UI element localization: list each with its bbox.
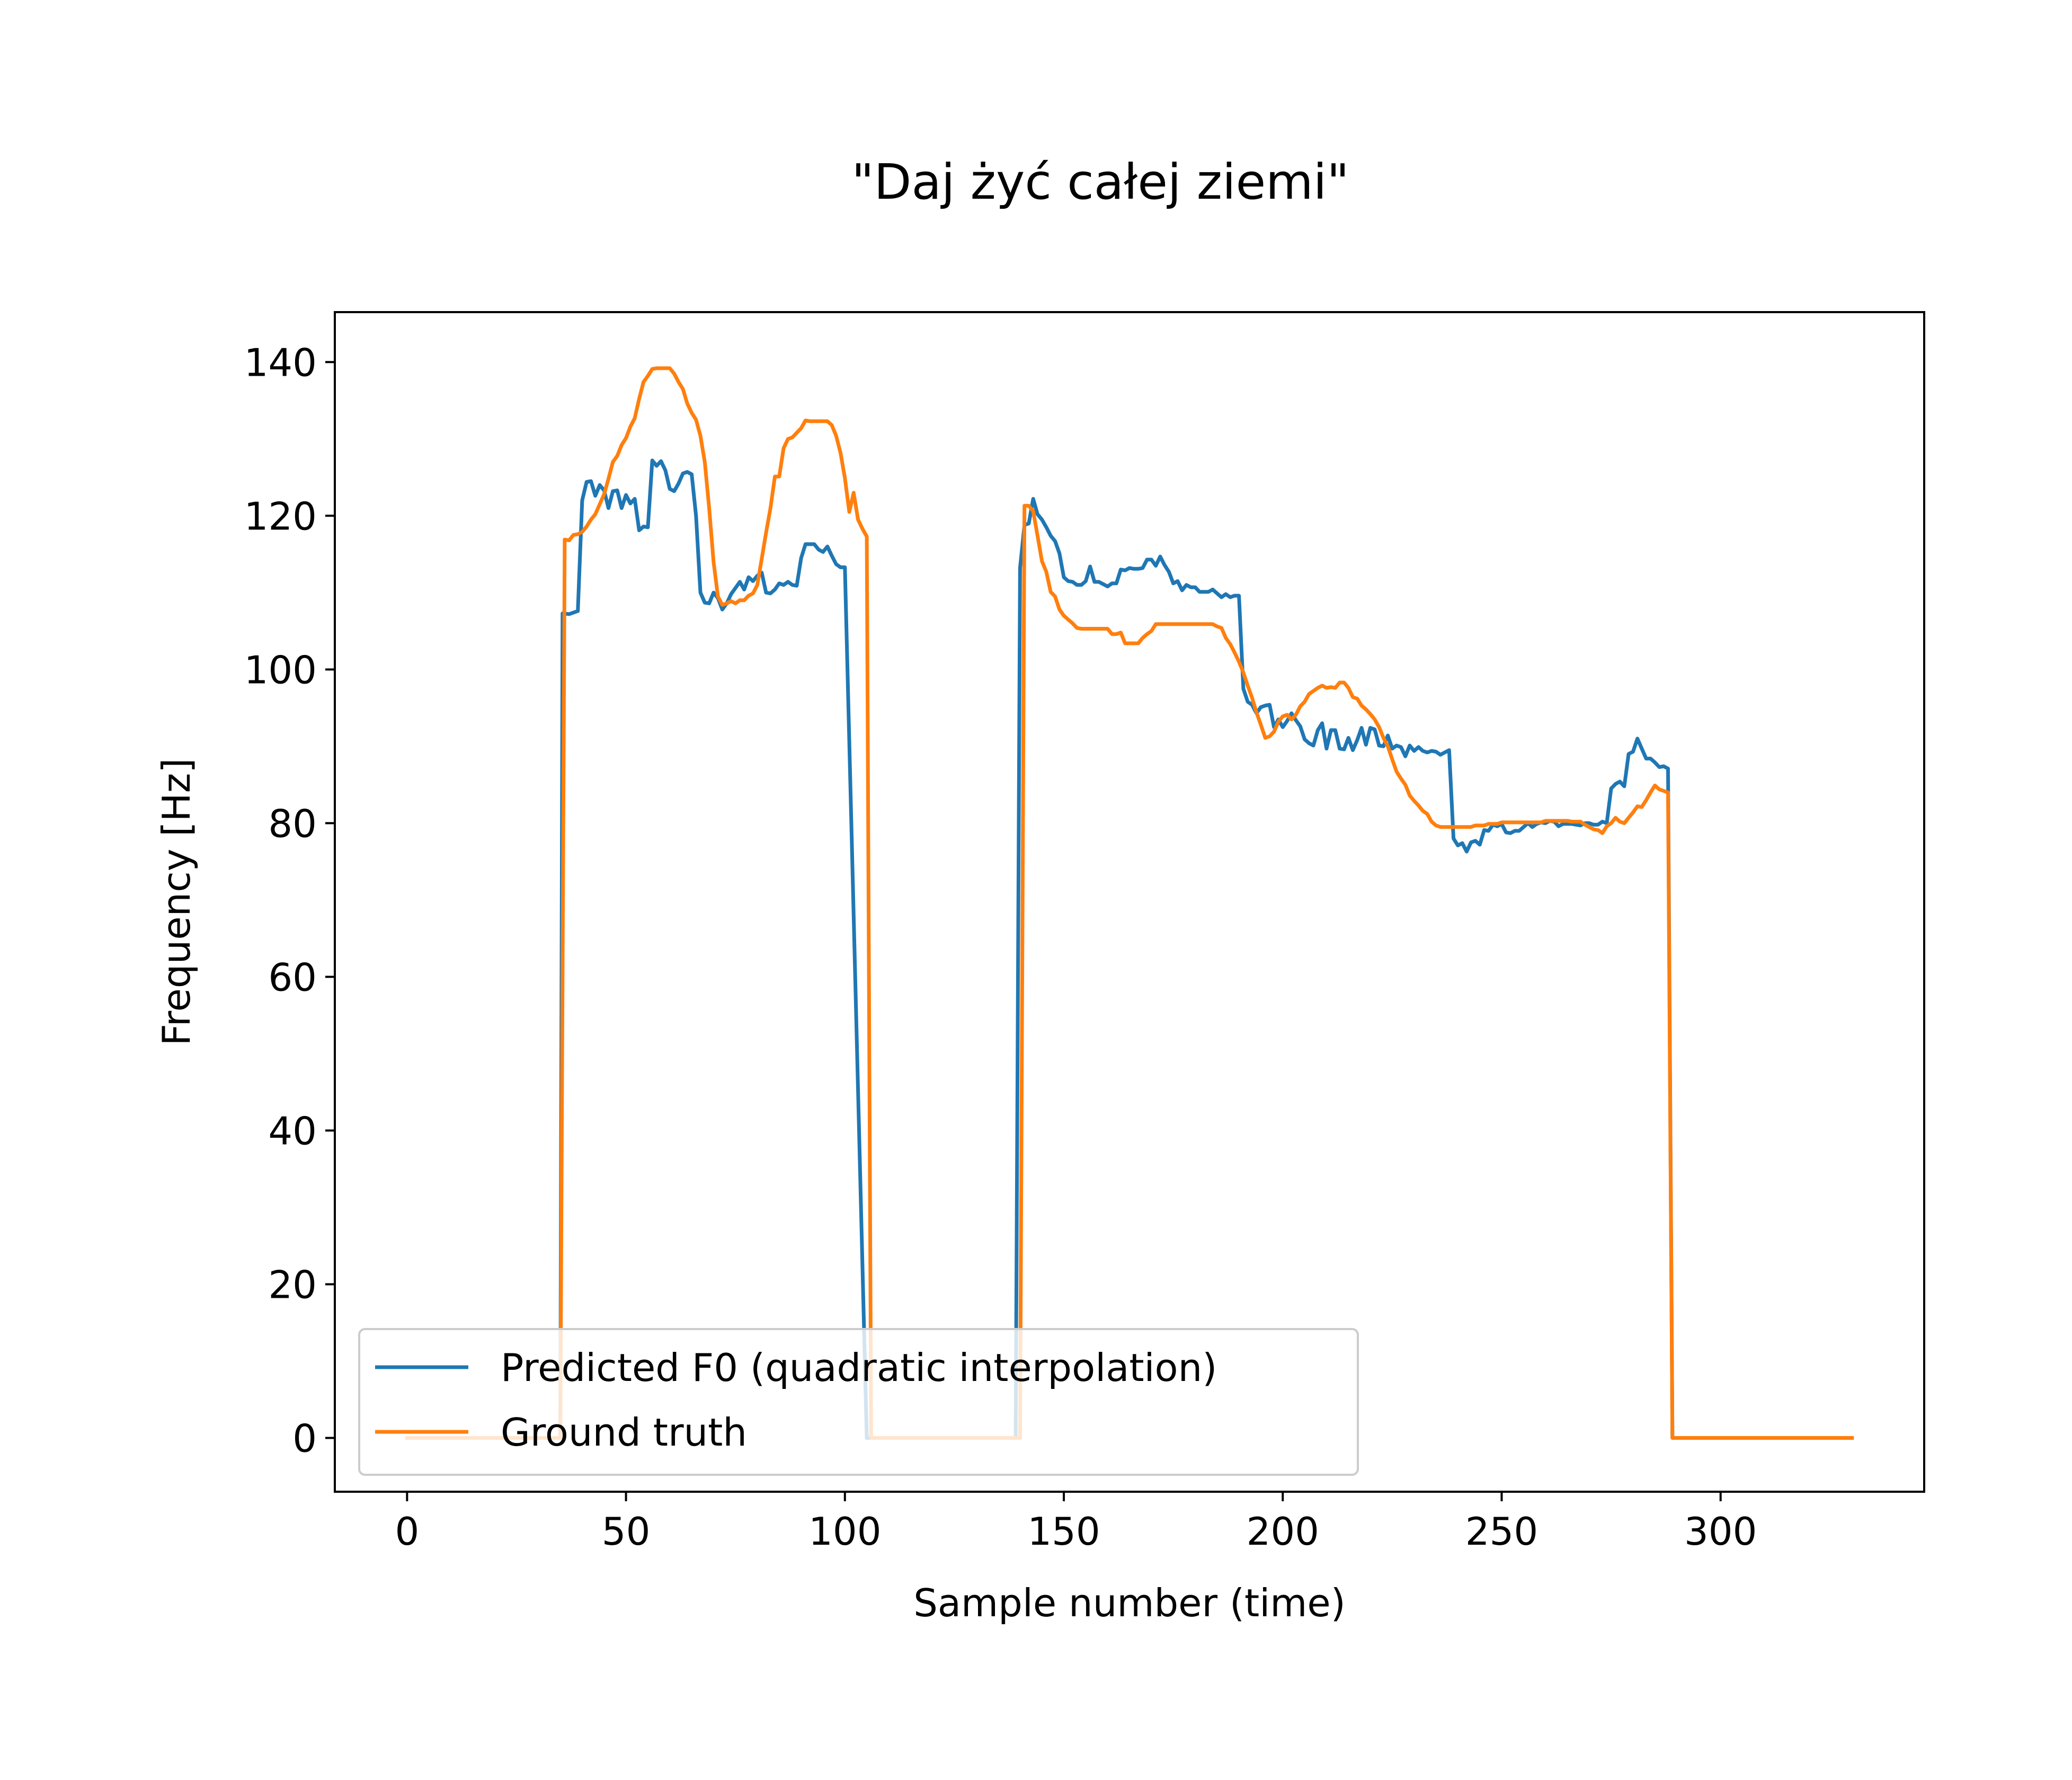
- x-tick-label: 300: [1684, 1509, 1757, 1554]
- series-line-ground-truth: [405, 366, 1854, 1440]
- chart-title: "Daj żyć całej ziemi": [851, 154, 1349, 210]
- plot-lines: [405, 366, 1854, 1440]
- y-tick-label: 100: [244, 648, 317, 692]
- legend-label: Ground truth: [501, 1410, 747, 1455]
- y-axis: 0 20 40 60 80 100 120 140: [244, 340, 335, 1460]
- y-tick-label: 20: [268, 1262, 317, 1307]
- x-tick-label: 0: [395, 1509, 419, 1554]
- x-tick-label: 150: [1027, 1509, 1100, 1554]
- x-axis: 0 50 100 150 200 250 300: [395, 1492, 1757, 1554]
- y-tick-label: 140: [244, 340, 317, 385]
- y-tick-label: 60: [268, 955, 317, 999]
- legend-box: [358, 1328, 1359, 1476]
- plot-frame: [334, 311, 1925, 1493]
- x-tick-label: 200: [1247, 1509, 1319, 1554]
- series-line-predicted-f0: [405, 458, 1854, 1440]
- legend-label: Predicted F0 (quadratic interpolation): [501, 1345, 1217, 1390]
- x-tick-label: 50: [602, 1509, 651, 1554]
- legend: Predicted F0 (quadratic interpolation) Gr…: [358, 1328, 1359, 1476]
- y-tick-label: 40: [268, 1109, 317, 1153]
- x-tick-label: 250: [1465, 1509, 1538, 1554]
- y-tick-label: 0: [292, 1416, 317, 1460]
- y-tick-label: 120: [244, 494, 317, 538]
- x-tick-label: 100: [808, 1509, 881, 1554]
- x-axis-label: Sample number (time): [913, 1581, 1346, 1625]
- y-axis-label: Frequency [Hz]: [154, 758, 199, 1046]
- y-tick-label: 80: [268, 801, 317, 846]
